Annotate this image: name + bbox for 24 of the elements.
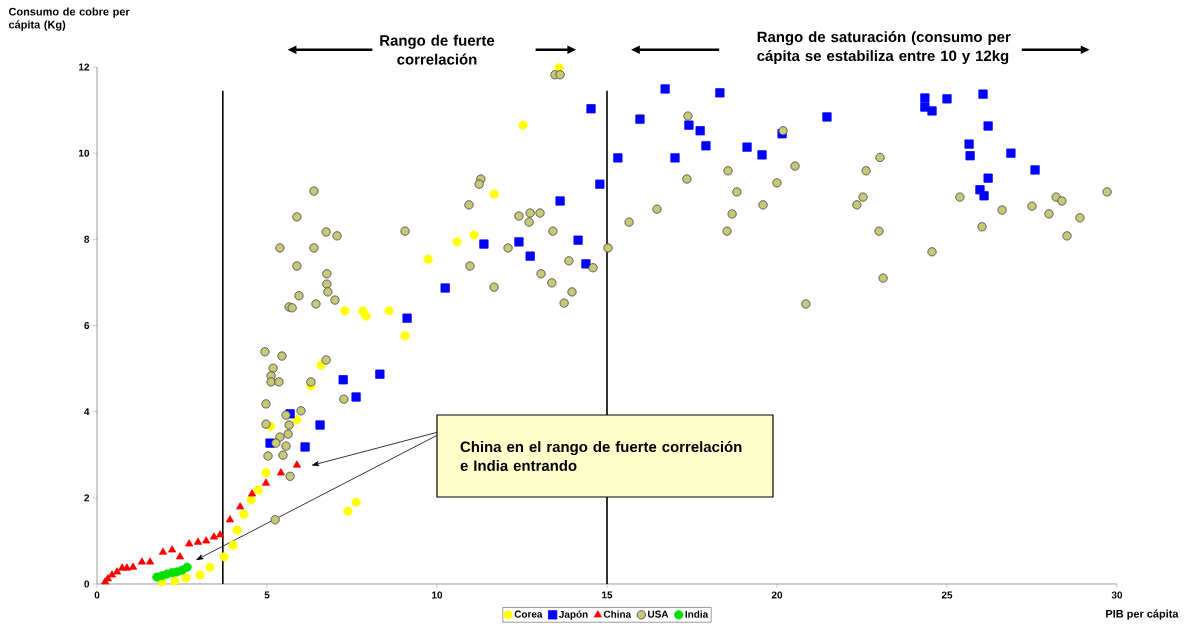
y-tick-label: 10 [79, 149, 90, 157]
text: Rango de fuerte correlación [380, 34, 495, 65]
legend-label: China [603, 610, 632, 618]
y-tick-label: 4 [84, 408, 90, 416]
y-axis-title: Consumo de cobre per cápita (Kg) [8, 7, 130, 31]
x-tick-label: 25 [941, 591, 953, 599]
legend-label: USA [648, 610, 669, 618]
y-tick-label: 0 [84, 580, 90, 588]
y-tick-label: 12 [79, 63, 90, 71]
x-tick-label: 20 [771, 591, 783, 599]
y-tick-label: 6 [84, 321, 90, 330]
legend-label: India [685, 610, 709, 618]
x-tick-label: 30 [1111, 591, 1123, 599]
y-tick-label: 2 [84, 494, 90, 502]
annotation: China en el rango de fuerte correlación e India entrando [460, 440, 742, 471]
y-tick-label: 8 [84, 235, 90, 243]
legend-label: Corea [514, 610, 543, 618]
legend-label: Japón [559, 610, 588, 620]
text: Rango de saturación (consumo per cápita se estabiliza entre 10 y 12kg [757, 31, 1011, 65]
x-tick-label: 15 [602, 591, 613, 599]
x-tick-label: 0 [94, 591, 100, 599]
x-tick-label: 10 [432, 591, 443, 599]
x-tick-label: 5 [264, 591, 270, 599]
x-axis-title: PIB per cápita [1106, 609, 1179, 620]
